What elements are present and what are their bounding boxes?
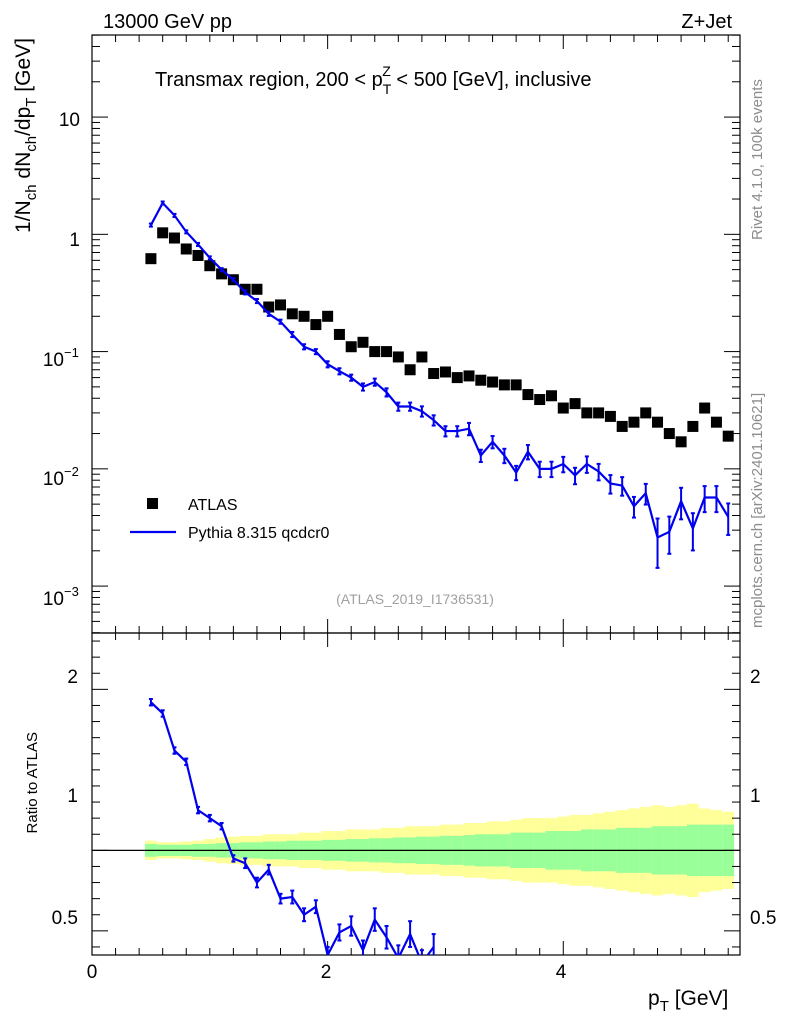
atlas-data-point [498,379,510,391]
ratio-ytick-label-2: 2 [67,667,78,688]
atlas-data-point [510,379,522,391]
atlas-data-point [392,351,404,363]
xtick-label-0: 0 [87,962,98,983]
legend-data-label: ATLAS [188,497,238,514]
atlas-data-point [275,299,287,311]
atlas-data-point [286,308,298,320]
plot-title: Transmax region, 200 < pTZ < 500 [GeV], … [155,63,592,97]
atlas-data-point [251,283,263,295]
analysis-watermark: (ATLAS_2019_I1736531) [336,591,494,607]
atlas-data-point [593,407,605,419]
atlas-data-point [663,428,675,440]
atlas-data-point [298,310,310,322]
legend-data-marker [147,498,158,509]
ratio-ytick-label-2-right: 2 [750,667,761,688]
atlas-data-point [545,390,557,402]
atlas-data-point [640,407,652,419]
ratio-ytick-label-1: 1 [67,786,78,807]
ratio-series [148,698,436,955]
atlas-data-point [463,370,475,382]
atlas-data-point [310,319,322,331]
atlas-data-point [628,416,640,428]
atlas-data-point [357,336,369,348]
atlas-data-point [487,376,499,388]
atlas-data-point [451,372,463,384]
atlas-data-point [369,346,381,358]
atlas-data-point [404,364,416,376]
main-ytick-label-10: 10 [59,110,80,131]
ratio-uncertainty-band [92,803,740,898]
ratio-y-axis-label: Ratio to ATLAS [24,732,41,833]
atlas-data-point [604,410,616,422]
atlas-data-point [428,368,440,380]
atlas-data-point [263,301,275,313]
ratio-ytick-label-0.5-right: 0.5 [750,908,776,929]
atlas-data-point [522,389,534,401]
atlas-data-point [204,260,216,272]
atlas-data-point [381,346,393,358]
atlas-data-point [322,310,334,322]
ratio-panel-frame [91,632,741,956]
atlas-data-point [180,243,192,255]
ratio-ytick-label-0.5: 0.5 [52,908,78,929]
atlas-data-point [652,416,664,428]
pythia-line [149,201,730,539]
atlas-data-point [699,402,711,414]
main-y-axis-label: 1/Nch dNch/dpT [GeV] [12,38,40,233]
main-panel-frame [91,34,741,634]
xtick-label-2: 2 [321,962,332,983]
process-label: Z+Jet [681,11,732,33]
axis-ticks [91,34,740,955]
atlas-data-point [569,398,581,410]
atlas-data-point [557,402,569,414]
atlas-data-point [687,420,699,432]
atlas-data-point [157,227,169,239]
atlas-data-point [475,374,487,386]
atlas-data-point [616,420,628,432]
ratio-ytick-label-1-right: 1 [750,786,761,807]
main-ytick-label-1e-2: 10 [43,469,64,490]
beam-label: 13000 GeV pp [103,11,232,33]
atlas-data-point [416,351,428,363]
atlas-data-point [534,394,546,406]
atlas-data-point [216,268,228,280]
mcplots-label: mcplots.cern.ch [arXiv:2401.10621] [749,393,766,628]
atlas-data-point [239,283,251,295]
main-ytick-exp-1e-1: −1 [64,345,79,360]
atlas-data-point [722,430,734,442]
atlas-data-point [333,328,345,340]
main-ytick-label-1e-1: 10 [43,350,64,371]
main-ytick-exp-1e-2: −2 [64,464,79,479]
xtick-label-4: 4 [556,962,567,983]
main-ytick-exp-1e-3: −3 [64,584,79,599]
atlas-data-point [581,407,593,419]
atlas-data-point [192,249,204,261]
atlas-data-point [345,341,357,353]
main-ytick-label-1e-3: 10 [43,589,64,610]
legend-mc-label: Pythia 8.315 qcdcr0 [188,525,330,542]
data-series [145,200,734,955]
atlas-data-point [675,436,687,448]
rivet-version-label: Rivet 4.1.0, 100k events [749,79,766,240]
atlas-data-point [439,366,451,378]
atlas-data-point [168,232,180,244]
main-ytick-label-1: 1 [69,230,80,251]
x-axis-label: pT [GeV] [648,987,728,1015]
atlas-data-point [145,253,157,265]
atlas-data-point [710,416,722,428]
